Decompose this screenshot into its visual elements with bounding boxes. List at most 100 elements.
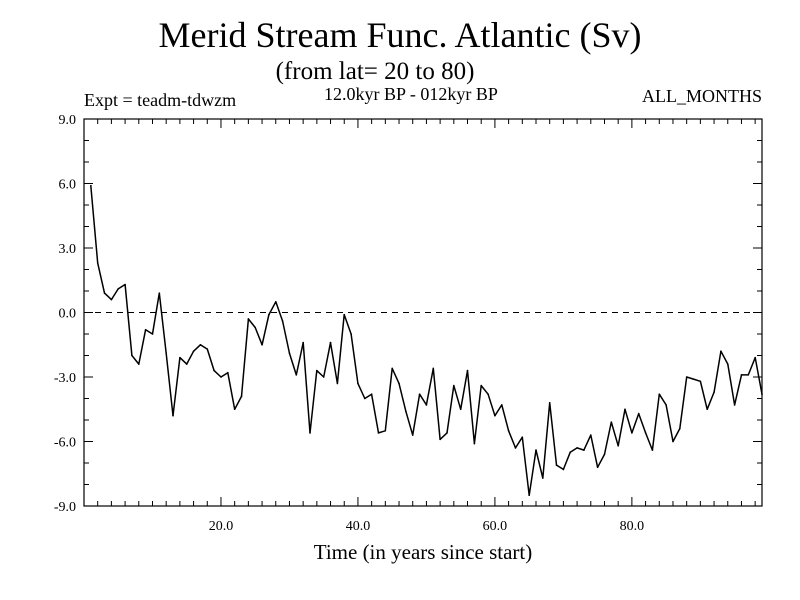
data-point [268, 313, 270, 316]
data-point [699, 380, 702, 383]
data-point [377, 432, 380, 434]
data-point [227, 371, 229, 374]
data-point [672, 440, 674, 443]
data-point [507, 429, 510, 432]
x-axis-label: Time (in years since start) [313, 540, 533, 564]
data-point [569, 451, 572, 454]
data-point [288, 352, 291, 355]
data-point [740, 374, 743, 376]
data-point [562, 468, 565, 471]
data-point [761, 393, 763, 396]
data-point [637, 412, 640, 415]
data-point [261, 343, 263, 346]
data-point [494, 414, 496, 417]
data-point [720, 350, 722, 353]
y-tick-label: -3.0 [54, 371, 76, 386]
data-point [206, 348, 209, 350]
data-point [213, 369, 215, 372]
chart-subtitle: (from lat= 20 to 80) [275, 58, 475, 85]
data-point [370, 393, 373, 396]
tick-marks [84, 118, 762, 507]
data-point [679, 427, 681, 430]
data-point [480, 384, 483, 387]
data-point [172, 414, 174, 417]
data-point [644, 432, 647, 434]
data-point [555, 464, 558, 466]
y-tick-label: 0.0 [59, 307, 77, 322]
data-point [350, 333, 352, 335]
data-point [90, 184, 92, 187]
data-point [583, 449, 585, 451]
data-point [418, 393, 421, 396]
data-points [90, 184, 763, 497]
data-point [665, 404, 667, 406]
data-point [110, 298, 113, 301]
x-tick-label: 60.0 [483, 519, 508, 534]
data-point [185, 363, 188, 365]
data-point [117, 288, 120, 290]
data-point [658, 393, 661, 396]
data-point [596, 466, 599, 469]
y-tick-label: 3.0 [59, 242, 77, 257]
data-point [302, 341, 304, 344]
months-label: ALL_MONTHS [642, 86, 762, 106]
data-point [446, 432, 448, 434]
data-point [459, 408, 462, 411]
data-point [411, 434, 414, 436]
data-series-line [90, 185, 763, 497]
data-point [144, 328, 147, 331]
data-point [103, 292, 106, 294]
x-tick-label: 20.0 [209, 519, 234, 534]
data-point [521, 436, 524, 439]
data-point [405, 410, 407, 413]
data-point [363, 397, 366, 400]
x-tick-label: 40.0 [346, 519, 371, 534]
data-point [535, 449, 537, 451]
y-tick-label: 9.0 [59, 113, 77, 128]
data-point [589, 434, 592, 436]
data-point [624, 408, 626, 411]
x-tick-label: 80.0 [620, 519, 645, 534]
y-tick-label: -9.0 [54, 500, 76, 515]
data-point [233, 408, 236, 411]
data-point [631, 432, 633, 434]
data-point [165, 352, 167, 355]
data-point [391, 367, 393, 370]
y-tick-label: -6.0 [54, 436, 76, 451]
data-point [617, 445, 619, 447]
data-point [425, 404, 428, 406]
chart-title: Merid Stream Func. Atlantic (Sv) [158, 15, 642, 55]
data-point [336, 382, 339, 385]
data-point [651, 449, 654, 451]
data-point [514, 447, 517, 449]
data-point [706, 408, 709, 411]
data-point [692, 378, 695, 380]
data-point [329, 341, 332, 344]
data-point [576, 447, 578, 449]
data-point [322, 376, 325, 378]
data-point [528, 494, 530, 497]
data-point [124, 283, 126, 286]
data-point [357, 382, 359, 385]
data-point [733, 404, 736, 406]
data-point [131, 354, 133, 357]
data-point [158, 292, 161, 294]
data-point [343, 313, 346, 316]
data-point [453, 384, 455, 387]
data-point [466, 369, 469, 372]
data-point [199, 343, 202, 346]
data-point [137, 363, 140, 365]
data-point [254, 326, 257, 329]
data-point [384, 429, 387, 432]
data-point [179, 356, 181, 359]
data-point [747, 374, 750, 376]
period-label: 12.0kyr BP - 012kyr BP [324, 84, 498, 104]
x-tick-labels: 20.0 40.0 60.0 80.0 [209, 519, 644, 534]
data-point [713, 391, 715, 393]
data-point [473, 442, 476, 445]
data-point [96, 262, 99, 264]
data-point [316, 369, 318, 372]
data-point [281, 320, 284, 322]
data-point [685, 376, 688, 378]
